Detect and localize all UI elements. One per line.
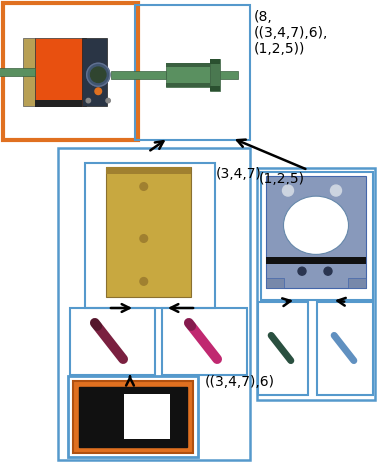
Bar bbox=[266, 257, 366, 265]
Bar bbox=[317, 302, 373, 395]
Bar bbox=[166, 83, 210, 87]
Bar bbox=[58, 148, 250, 460]
Bar bbox=[266, 176, 366, 288]
Circle shape bbox=[91, 67, 106, 82]
Bar bbox=[257, 168, 375, 400]
Circle shape bbox=[330, 185, 341, 196]
Circle shape bbox=[87, 63, 110, 86]
Bar bbox=[73, 381, 193, 453]
Circle shape bbox=[282, 185, 293, 196]
Bar bbox=[0, 68, 35, 76]
Circle shape bbox=[95, 88, 102, 95]
Text: ((3,4,7),6),: ((3,4,7),6), bbox=[254, 26, 328, 40]
Bar bbox=[135, 5, 250, 140]
Bar bbox=[166, 63, 210, 87]
Circle shape bbox=[140, 235, 147, 242]
Bar bbox=[348, 278, 366, 288]
Text: (3,4,7): (3,4,7) bbox=[216, 167, 262, 181]
Bar bbox=[124, 394, 170, 439]
Bar bbox=[3, 3, 138, 140]
Text: (1,2,5): (1,2,5) bbox=[259, 172, 305, 186]
Bar bbox=[105, 167, 191, 173]
Circle shape bbox=[140, 183, 147, 190]
Bar bbox=[68, 376, 198, 457]
Bar bbox=[210, 86, 220, 91]
Bar bbox=[258, 302, 308, 395]
Bar bbox=[79, 387, 187, 447]
Circle shape bbox=[86, 98, 91, 103]
Bar bbox=[261, 172, 373, 300]
Ellipse shape bbox=[284, 196, 349, 254]
Bar bbox=[35, 38, 85, 106]
Circle shape bbox=[298, 267, 306, 275]
Circle shape bbox=[324, 267, 332, 275]
Text: (1,2,5)): (1,2,5)) bbox=[254, 42, 305, 56]
Bar bbox=[162, 308, 247, 375]
Bar bbox=[210, 59, 220, 64]
Bar bbox=[85, 163, 215, 308]
Bar bbox=[266, 278, 284, 288]
Circle shape bbox=[106, 98, 110, 103]
Bar bbox=[220, 71, 237, 79]
Bar bbox=[70, 308, 155, 375]
Circle shape bbox=[140, 278, 147, 285]
Bar bbox=[166, 63, 210, 67]
Bar bbox=[111, 71, 166, 79]
Bar bbox=[210, 59, 220, 91]
Bar bbox=[35, 100, 82, 107]
Text: ((3,4,7),6): ((3,4,7),6) bbox=[205, 375, 275, 389]
Bar bbox=[105, 167, 191, 297]
Bar bbox=[82, 38, 107, 106]
Bar bbox=[23, 38, 35, 106]
Text: (8,: (8, bbox=[254, 10, 273, 24]
